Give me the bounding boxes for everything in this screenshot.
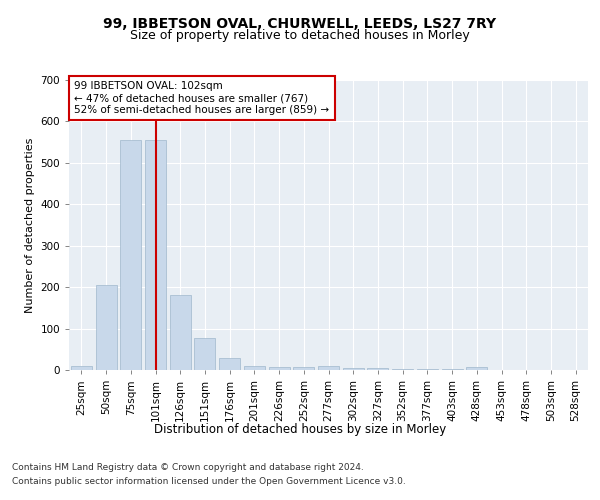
Text: Contains public sector information licensed under the Open Government Licence v3: Contains public sector information licen… xyxy=(12,477,406,486)
Bar xyxy=(318,366,339,370)
Bar xyxy=(442,369,463,370)
Bar xyxy=(392,369,413,370)
Bar xyxy=(466,366,487,370)
Text: 99 IBBETSON OVAL: 102sqm
← 47% of detached houses are smaller (767)
52% of semi-: 99 IBBETSON OVAL: 102sqm ← 47% of detach… xyxy=(74,82,329,114)
Text: 99, IBBETSON OVAL, CHURWELL, LEEDS, LS27 7RY: 99, IBBETSON OVAL, CHURWELL, LEEDS, LS27… xyxy=(103,18,497,32)
Bar xyxy=(145,140,166,370)
Y-axis label: Number of detached properties: Number of detached properties xyxy=(25,138,35,312)
Text: Distribution of detached houses by size in Morley: Distribution of detached houses by size … xyxy=(154,422,446,436)
Text: Size of property relative to detached houses in Morley: Size of property relative to detached ho… xyxy=(130,29,470,42)
Bar xyxy=(71,366,92,370)
Bar xyxy=(269,366,290,370)
Bar xyxy=(170,296,191,370)
Bar xyxy=(367,368,388,370)
Bar xyxy=(293,366,314,370)
Bar xyxy=(244,366,265,370)
Bar xyxy=(417,369,438,370)
Bar xyxy=(95,285,116,370)
Bar xyxy=(219,358,240,370)
Bar xyxy=(343,368,364,370)
Text: Contains HM Land Registry data © Crown copyright and database right 2024.: Contains HM Land Registry data © Crown c… xyxy=(12,464,364,472)
Bar xyxy=(120,140,141,370)
Bar xyxy=(194,338,215,370)
